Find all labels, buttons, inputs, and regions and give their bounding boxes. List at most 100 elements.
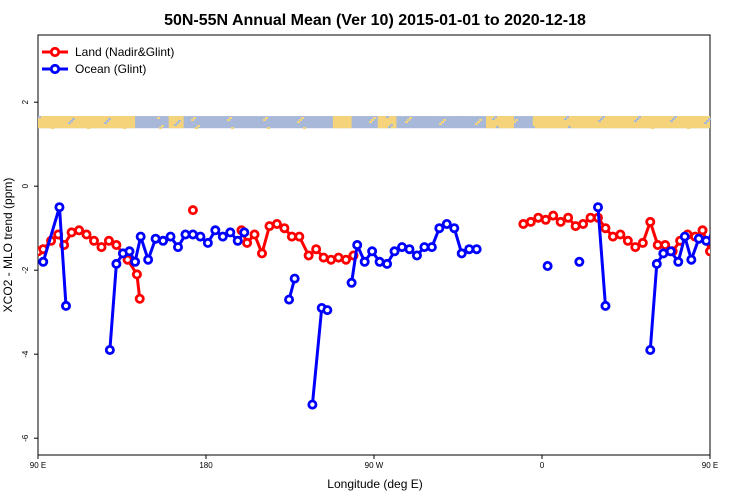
data-point — [434, 223, 445, 234]
map-strip-texture — [494, 116, 497, 119]
map-strip-texture — [244, 126, 247, 129]
data-point — [111, 239, 122, 250]
map-strip-texture — [297, 121, 300, 124]
map-strip-texture — [210, 124, 213, 127]
map-strip-texture — [318, 124, 321, 127]
map-strip-texture — [140, 122, 143, 125]
map-strip-texture — [214, 120, 217, 123]
data-point — [340, 254, 351, 265]
data-point — [187, 205, 198, 216]
map-strip-texture — [670, 120, 673, 123]
map-strip-texture — [515, 119, 518, 122]
map-strip-texture — [284, 122, 287, 125]
map-strip-texture — [621, 121, 624, 124]
map-strip-texture — [87, 127, 90, 130]
map-strip-texture — [280, 126, 283, 129]
map-strip-texture — [439, 123, 442, 126]
map-strip-texture — [369, 121, 372, 124]
data-point — [210, 225, 221, 236]
map-strip-texture — [674, 116, 677, 119]
map-strip-texture — [689, 125, 692, 128]
data-point — [701, 235, 710, 246]
map-strip-texture — [373, 117, 376, 120]
data-point — [38, 256, 49, 267]
data-point — [131, 269, 142, 280]
map-strip-texture — [70, 120, 73, 123]
map-strip-texture — [142, 120, 145, 123]
map-strip-texture — [248, 122, 251, 125]
map-strip-texture — [104, 122, 107, 125]
map-strip-texture — [475, 123, 478, 126]
data-point — [61, 300, 72, 311]
map-strip-texture — [299, 119, 302, 122]
map-strip-texture — [619, 123, 622, 126]
data-point — [548, 210, 559, 221]
map-strip-texture — [89, 125, 92, 128]
data-point — [367, 246, 378, 257]
map-strip-texture — [125, 125, 128, 128]
data-point — [346, 277, 357, 288]
map-strip-texture — [462, 124, 465, 127]
map-strip — [38, 116, 711, 130]
map-strip-texture — [282, 124, 285, 127]
map-strip-texture — [174, 124, 177, 127]
map-strip-texture — [651, 127, 654, 130]
map-strip-texture — [547, 123, 550, 126]
data-point — [242, 237, 253, 248]
map-strip-texture — [227, 119, 230, 122]
data-point — [130, 256, 141, 267]
data-point — [359, 256, 370, 267]
map-strip-texture — [263, 119, 266, 122]
map-strip-texture — [123, 127, 126, 130]
series-line — [596, 207, 607, 307]
data-point — [124, 246, 135, 257]
map-strip-texture — [653, 125, 656, 128]
map-strip-texture — [458, 116, 461, 119]
map-strip-texture — [708, 118, 711, 121]
data-point — [705, 246, 710, 257]
map-strip-texture — [566, 116, 569, 119]
map-strip-texture — [55, 123, 58, 126]
chart-title: 50N-55N Annual Mean (Ver 10) 2015-01-01 … — [164, 12, 586, 29]
data-point — [322, 305, 333, 316]
map-strip-texture — [195, 127, 198, 130]
map-strip-texture — [704, 122, 707, 125]
map-strip-texture — [91, 123, 94, 126]
map-strip-texture — [386, 116, 389, 119]
map-strip-texture — [72, 118, 75, 121]
map-strip-texture — [549, 121, 552, 124]
map-strip-texture — [157, 117, 160, 120]
data-point — [225, 227, 236, 238]
map-strip-texture — [492, 118, 495, 121]
data-point — [303, 250, 314, 261]
data-point — [74, 225, 85, 236]
data-point — [697, 225, 708, 236]
map-strip-texture — [144, 118, 147, 121]
data-point — [673, 256, 684, 267]
data-point — [404, 244, 415, 255]
map-strip-texture — [390, 124, 393, 127]
data-point — [593, 202, 604, 213]
map-strip-texture — [138, 124, 141, 127]
series-layer — [38, 202, 710, 410]
y-axis-ticks: -6 -4 -2 0 2 — [21, 99, 38, 442]
data-point — [426, 242, 437, 253]
map-strip-texture — [405, 121, 408, 124]
data-point — [555, 216, 566, 227]
map-strip-texture — [335, 119, 338, 122]
x-tick-label: 90 W — [365, 461, 384, 470]
map-strip-texture — [564, 118, 567, 121]
map-strip-texture — [598, 120, 601, 123]
data-point — [289, 273, 300, 284]
map-strip-texture — [407, 119, 410, 122]
data-point — [143, 254, 154, 265]
map-strip-texture — [53, 125, 56, 128]
data-point — [651, 258, 662, 269]
map-strip-texture — [193, 117, 196, 120]
data-point — [411, 250, 422, 261]
map-strip-texture — [68, 122, 71, 125]
data-point — [271, 218, 282, 229]
map-strip-texture — [38, 116, 41, 119]
map-strip-texture — [333, 121, 336, 124]
data-point — [574, 256, 585, 267]
